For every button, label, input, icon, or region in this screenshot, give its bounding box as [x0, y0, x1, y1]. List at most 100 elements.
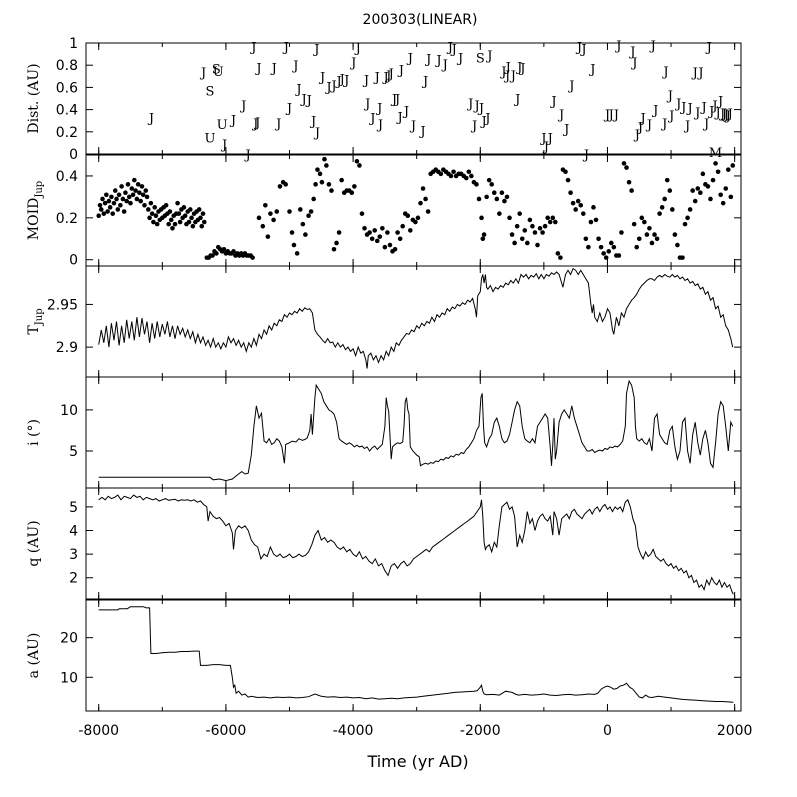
moid-point — [190, 223, 196, 229]
close-approach-point: J — [660, 117, 667, 132]
y-axis-label: TJup — [26, 308, 45, 334]
moid-point — [336, 230, 342, 235]
moid-point — [123, 190, 128, 195]
moid-point — [382, 244, 388, 250]
close-approach-point: J — [409, 119, 416, 134]
y-tick-label: 5 — [69, 500, 78, 516]
moid-point — [715, 169, 721, 175]
moid-point — [100, 196, 105, 202]
y-tick-label: 0 — [69, 253, 78, 269]
close-approach-point: J — [305, 94, 312, 109]
moid-point — [214, 251, 219, 256]
moid-point — [608, 240, 614, 246]
chart-title: 200303(LINEAR) — [363, 12, 478, 28]
y-axis-label: q (AU) — [26, 520, 42, 566]
y-tick-label: 2.9 — [56, 340, 78, 356]
series-line-a — [98, 606, 734, 703]
moid-point — [730, 163, 736, 168]
moid-point — [148, 200, 154, 206]
moid-point — [128, 200, 133, 206]
moid-point — [606, 249, 612, 254]
moid-point — [568, 190, 573, 195]
close-approach-point: J — [253, 116, 260, 131]
close-approach-point: J — [363, 97, 370, 112]
moid-point — [484, 194, 489, 200]
x-tick-label: -6000 — [206, 723, 247, 739]
close-approach-point: J — [557, 108, 564, 123]
close-approach-point: J — [354, 41, 361, 56]
moid-point — [713, 161, 718, 166]
y-tick-label: 0.2 — [56, 125, 78, 141]
moid-point — [104, 192, 109, 198]
x-axis-label: Time (yr AD) — [366, 752, 468, 771]
moid-point — [147, 215, 152, 221]
moid-point — [535, 242, 540, 248]
moid-point — [359, 211, 365, 216]
close-approach-point: J — [249, 40, 256, 55]
close-approach-point: J — [588, 63, 595, 78]
moid-point — [601, 251, 606, 256]
moid-point — [199, 223, 205, 229]
moid-point — [700, 171, 706, 177]
x-tick-label: -2000 — [460, 723, 501, 739]
moid-point — [106, 198, 112, 204]
moid-point — [667, 188, 673, 193]
close-approach-point: J — [441, 58, 448, 73]
y-tick-label: 0.4 — [56, 103, 78, 119]
moid-point — [294, 251, 300, 256]
moid-point — [418, 200, 423, 206]
close-approach-point: J — [477, 101, 484, 116]
moid-point — [657, 211, 662, 216]
moid-point — [489, 182, 495, 187]
close-approach-point: J — [300, 93, 307, 108]
moid-point — [274, 209, 280, 214]
moid-point — [250, 255, 255, 260]
moid-point — [198, 215, 203, 221]
moid-point — [598, 244, 604, 250]
moid-point — [654, 236, 660, 242]
moid-point — [372, 228, 378, 233]
moid-point — [705, 184, 711, 189]
close-approach-point: J — [375, 101, 382, 116]
moid-point — [196, 207, 202, 212]
moid-point — [486, 177, 492, 183]
close-approach-point: J — [686, 101, 693, 116]
close-approach-point: J — [318, 70, 325, 85]
moid-point — [479, 215, 484, 221]
moid-point — [720, 200, 726, 206]
moid-point — [522, 228, 528, 233]
moid-point — [186, 219, 192, 225]
close-approach-point: J — [285, 101, 292, 116]
moid-point — [125, 182, 131, 187]
moid-point — [420, 186, 426, 191]
close-approach-point: J — [434, 54, 441, 69]
close-approach-point: J — [199, 66, 206, 81]
moid-point — [144, 194, 150, 200]
moid-point — [283, 182, 288, 187]
moid-point — [369, 236, 375, 242]
moid-point — [636, 236, 642, 242]
y-tick-label: 0.6 — [56, 80, 78, 96]
moid-point — [672, 232, 678, 237]
moid-point — [603, 255, 609, 260]
moid-point — [121, 209, 127, 214]
close-approach-point: J — [338, 73, 345, 88]
moid-point — [690, 188, 695, 193]
panel-frame — [85, 154, 742, 267]
close-approach-point: J — [270, 61, 277, 76]
series-line-incl — [98, 379, 734, 482]
moid-point — [476, 196, 482, 202]
moid-point — [154, 221, 160, 227]
panel-frame — [85, 376, 742, 489]
y-axis-label: MOIDJup — [26, 181, 45, 240]
moid-point — [324, 163, 329, 168]
close-approach-point: J — [667, 109, 674, 124]
close-approach-point: J — [254, 61, 261, 76]
close-approach-point: J — [603, 108, 610, 123]
close-approach-point: J — [418, 125, 425, 140]
close-approach-point: J — [402, 105, 409, 120]
moid-point — [367, 230, 372, 235]
close-approach-point: J — [368, 111, 375, 126]
moid-point — [685, 215, 690, 221]
